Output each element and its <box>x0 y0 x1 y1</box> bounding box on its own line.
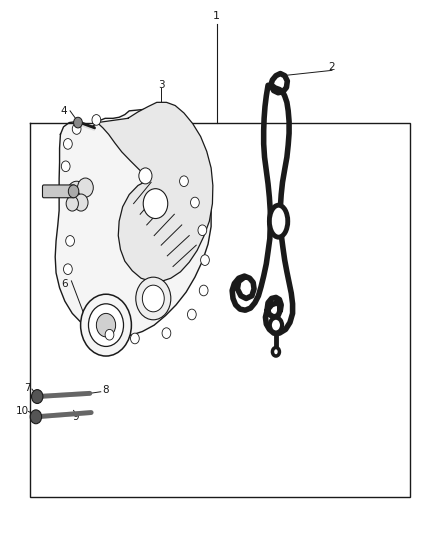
Circle shape <box>81 294 131 356</box>
Circle shape <box>201 255 209 265</box>
Circle shape <box>32 390 43 403</box>
Circle shape <box>162 328 171 338</box>
Circle shape <box>92 115 101 125</box>
Text: 9: 9 <box>72 412 79 422</box>
Circle shape <box>64 139 72 149</box>
Circle shape <box>88 304 124 346</box>
Circle shape <box>66 196 78 211</box>
FancyBboxPatch shape <box>42 185 75 198</box>
Text: 4: 4 <box>60 106 67 116</box>
Circle shape <box>180 176 188 187</box>
Text: 8: 8 <box>102 385 110 395</box>
Text: 10: 10 <box>15 407 28 416</box>
Circle shape <box>72 124 81 134</box>
Circle shape <box>96 313 116 337</box>
Text: 3: 3 <box>158 80 165 90</box>
Circle shape <box>66 236 74 246</box>
Polygon shape <box>55 109 211 337</box>
Circle shape <box>272 348 279 356</box>
Circle shape <box>61 161 70 172</box>
Circle shape <box>191 197 199 208</box>
Circle shape <box>198 225 207 236</box>
Text: 2: 2 <box>328 62 336 71</box>
Polygon shape <box>97 102 213 281</box>
Circle shape <box>30 410 42 424</box>
Circle shape <box>105 329 114 340</box>
Circle shape <box>74 194 88 211</box>
Circle shape <box>131 333 139 344</box>
Circle shape <box>68 185 79 198</box>
Text: 7: 7 <box>24 383 31 393</box>
Text: 1: 1 <box>213 11 220 21</box>
Circle shape <box>142 285 164 312</box>
Circle shape <box>199 285 208 296</box>
Circle shape <box>270 318 282 333</box>
Circle shape <box>187 309 196 320</box>
Ellipse shape <box>269 205 288 237</box>
Circle shape <box>136 277 171 320</box>
Circle shape <box>67 181 86 205</box>
Text: 5: 5 <box>44 187 51 196</box>
Circle shape <box>64 264 72 274</box>
Circle shape <box>74 117 82 128</box>
Circle shape <box>143 189 168 219</box>
Text: 6: 6 <box>61 279 68 288</box>
Circle shape <box>139 168 152 184</box>
Circle shape <box>78 178 93 197</box>
